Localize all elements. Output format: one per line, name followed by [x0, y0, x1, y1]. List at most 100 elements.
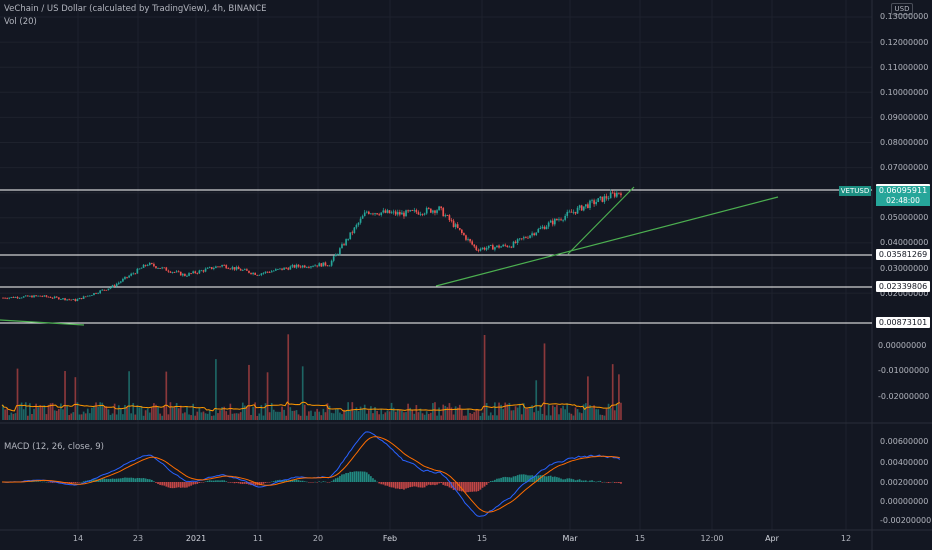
macd-histogram-bar: [545, 476, 548, 482]
macd-histogram-bar: [454, 482, 457, 490]
time-axis-label: Feb: [382, 534, 398, 543]
candle-body: [198, 270, 201, 274]
macd-histogram-bar: [101, 478, 104, 482]
candle-body: [510, 246, 513, 248]
volume-bar: [345, 410, 347, 420]
candle-body: [566, 211, 569, 216]
macd-histogram-bar: [39, 481, 42, 483]
candle-body: [465, 235, 467, 240]
volume-bar: [341, 414, 343, 420]
macd-histogram-bar: [31, 481, 33, 483]
macd-histogram-bar: [390, 482, 393, 488]
macd-histogram-bar: [260, 482, 263, 485]
candle-body: [328, 265, 331, 267]
macd-histogram-bar: [60, 482, 62, 484]
candle-body: [355, 224, 358, 228]
volume-moving-average: [1, 401, 621, 412]
price-axis-label: 0.07000000: [880, 163, 929, 172]
macd-indicator-label[interactable]: MACD (12, 26, close, 9): [4, 442, 104, 452]
macd-histogram-bar: [120, 478, 122, 482]
macd-histogram-bar: [609, 482, 612, 483]
volume-bar: [117, 405, 120, 420]
candle-body: [618, 192, 620, 194]
price-axis-label: 0.02000000: [880, 289, 929, 298]
macd-histogram-bar: [547, 476, 550, 482]
time-axis-label: 14: [72, 534, 84, 543]
candle-body: [175, 271, 178, 273]
macd-histogram-bar: [469, 482, 471, 492]
volume-bar: [291, 410, 294, 420]
volume-bar: [173, 406, 176, 420]
volume-bar: [210, 415, 213, 420]
macd-histogram-bar: [275, 480, 277, 482]
macd-histogram-bar: [471, 482, 473, 492]
candle-body: [549, 220, 552, 223]
macd-histogram-bar: [523, 474, 525, 482]
macd-histogram-bar: [492, 480, 494, 482]
price-axis-label: 0.11000000: [880, 63, 929, 72]
volume-bar: [516, 407, 519, 420]
candle-body: [60, 299, 62, 300]
volume-bar: [279, 411, 281, 420]
macd-axis-label: -0.00200000: [880, 516, 932, 525]
candle-body: [126, 276, 128, 278]
candle-body: [529, 235, 531, 238]
volume-bar: [198, 407, 201, 420]
macd-histogram-bar: [374, 479, 376, 482]
volume-bar: [132, 403, 135, 420]
volume-bar: [215, 359, 217, 420]
candle-body: [390, 212, 393, 214]
volume-bar: [310, 410, 312, 420]
volume-bar: [316, 408, 318, 420]
candle-body: [248, 270, 250, 273]
macd-histogram-bar: [322, 481, 325, 482]
candle-body: [485, 248, 488, 250]
macd-histogram-bar: [430, 482, 432, 486]
volume-bar: [411, 409, 414, 420]
volume-bar: [458, 404, 461, 420]
macd-histogram-bar: [126, 477, 128, 482]
candle-body: [458, 227, 461, 230]
candle-body: [314, 265, 316, 267]
volume-bar: [4, 409, 6, 420]
candle-body: [392, 211, 395, 213]
candle-body: [489, 245, 492, 246]
volume-bar: [339, 412, 341, 420]
candle-body: [299, 266, 302, 268]
candle-body: [200, 270, 203, 272]
macd-histogram-bar: [173, 482, 176, 489]
candle-body: [413, 210, 416, 211]
candle-body: [20, 297, 23, 299]
candle-body: [103, 289, 106, 291]
volume-bar: [213, 415, 215, 420]
candle-body: [130, 273, 132, 276]
candle-body: [492, 245, 494, 250]
macd-histogram-bar: [576, 479, 579, 482]
macd-histogram-bar: [188, 482, 190, 487]
macd-histogram-bar: [599, 480, 602, 482]
volume-bar: [72, 412, 75, 420]
candle-body: [417, 212, 420, 215]
macd-histogram-bar: [510, 477, 513, 482]
level-price-label: 0.00873101: [876, 317, 930, 328]
candle-body: [138, 268, 141, 270]
candle-body: [370, 213, 372, 215]
volume-bar: [241, 402, 244, 420]
candle-body: [277, 268, 279, 270]
candle-body: [84, 296, 87, 298]
macd-histogram-bar: [591, 480, 593, 482]
candle-body: [330, 260, 333, 266]
macd-histogram-bar: [494, 479, 496, 482]
currency-badge[interactable]: USD: [891, 3, 913, 15]
volume-bar: [312, 415, 314, 420]
macd-histogram-bar: [223, 480, 225, 482]
macd-histogram-bar: [368, 474, 370, 482]
volume-indicator-label[interactable]: Vol (20): [4, 17, 37, 27]
candle-body: [163, 267, 166, 269]
candle-body: [256, 274, 259, 276]
macd-histogram-bar: [320, 481, 323, 483]
volume-bar: [33, 408, 35, 420]
candle-body: [357, 222, 360, 225]
